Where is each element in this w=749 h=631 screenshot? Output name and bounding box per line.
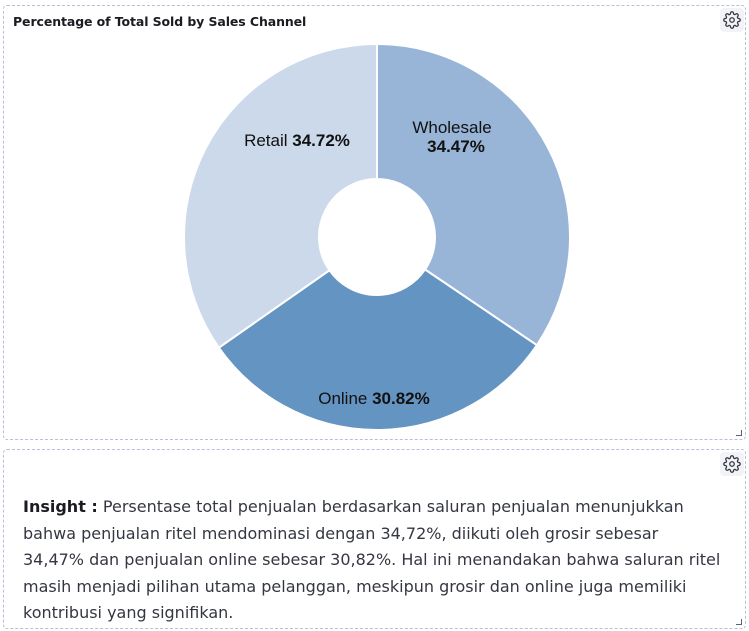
insight-panel: Insight : Persentase total penjualan ber… [3,449,746,629]
gear-icon [723,455,741,473]
insight-panel-resize-handle[interactable] [736,619,742,625]
insight-panel-options-button[interactable] [720,452,744,476]
insight-text: Insight : Persentase total penjualan ber… [23,494,723,627]
chart-title: Percentage of Total Sold by Sales Channe… [13,14,307,29]
donut-chart: Wholesale 34.47% Online 30.82% Retail 34.72… [183,42,571,431]
chart-panel-resize-handle[interactable] [736,430,742,436]
gear-icon [723,11,741,29]
chart-panel-options-button[interactable] [720,8,744,32]
insight-lead: Insight : [23,497,98,516]
slice-online[interactable] [217,268,539,431]
slice-wholesale[interactable] [376,42,571,347]
slice-retail[interactable] [183,42,378,350]
slice-label-retail: Retail 34.72% [244,131,350,150]
chart-panel: Percentage of Total Sold by Sales Channe… [3,5,746,440]
slice-label-online: Online 30.82% [318,389,430,408]
insight-body: Persentase total penjualan berdasarkan s… [23,497,721,622]
slice-label-wholesale: Wholesale 34.47% [412,118,491,156]
